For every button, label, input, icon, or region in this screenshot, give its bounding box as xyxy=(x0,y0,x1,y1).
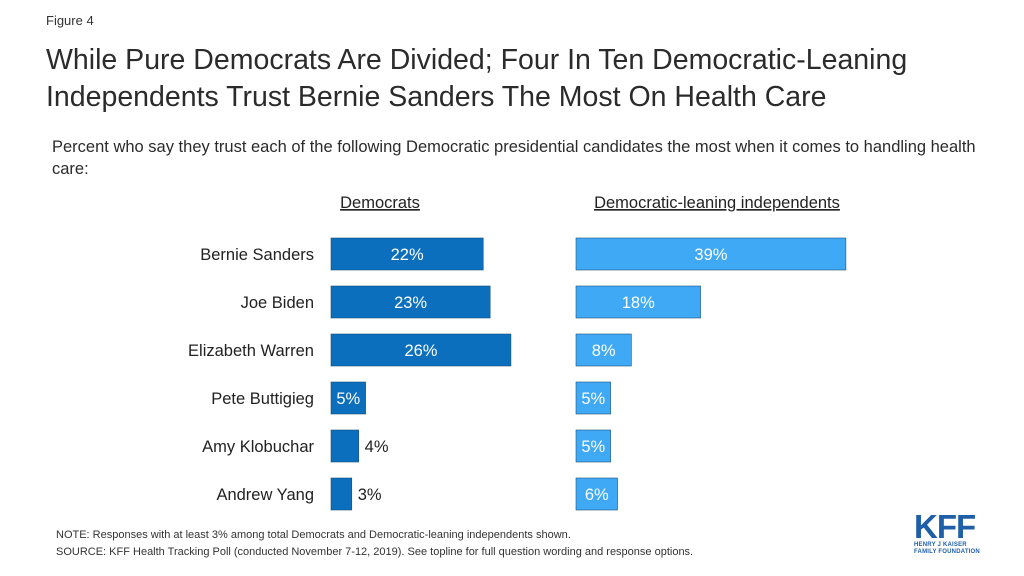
category-label: Joe Biden xyxy=(241,294,314,312)
data-label: 5% xyxy=(336,390,360,408)
category-label: Elizabeth Warren xyxy=(188,342,314,360)
data-label: 39% xyxy=(694,246,727,264)
logo-subtext-1: HENRY J KAISER xyxy=(914,542,967,548)
bar-democrats xyxy=(330,285,491,319)
bar-democrats xyxy=(330,333,512,367)
figure-label: Figure 4 xyxy=(46,13,94,28)
data-label: 18% xyxy=(622,294,655,312)
panel-header-independents: Democratic-leaning independents xyxy=(594,194,840,212)
data-label: 5% xyxy=(581,390,605,408)
bar-independents xyxy=(575,285,701,319)
data-label: 5% xyxy=(581,438,605,456)
category-label: Amy Klobuchar xyxy=(202,438,314,456)
logo-subtext-2: FAMILY FOUNDATION xyxy=(914,549,980,555)
bar-democrats xyxy=(330,429,359,463)
data-label: 6% xyxy=(585,486,609,504)
chart-area: Democrats Democratic-leaning independents… xyxy=(188,194,847,511)
category-label: Bernie Sanders xyxy=(200,246,314,264)
chart-title: While Pure Democrats Are Divided; Four I… xyxy=(46,44,908,113)
bar-democrats xyxy=(330,237,484,271)
bar-democrats xyxy=(330,381,366,415)
bar-independents xyxy=(575,429,611,463)
data-label: 26% xyxy=(404,342,437,360)
category-label: Andrew Yang xyxy=(216,486,314,504)
logo-wordmark: KFF xyxy=(914,508,976,545)
note-text: NOTE: Responses with at least 3% among t… xyxy=(56,529,571,541)
kff-logo: KFF HENRY J KAISER FAMILY FOUNDATION xyxy=(914,508,990,556)
data-label: 23% xyxy=(394,294,427,312)
bar-independents xyxy=(575,333,632,367)
bar-democrats xyxy=(330,477,353,511)
bar-independents xyxy=(575,381,611,415)
panel-header-democrats: Democrats xyxy=(340,194,420,212)
data-label: 8% xyxy=(592,342,616,360)
data-label: 3% xyxy=(358,486,382,504)
source-text: SOURCE: KFF Health Tracking Poll (conduc… xyxy=(56,546,694,558)
data-label: 4% xyxy=(365,438,389,456)
bar-independents xyxy=(575,477,618,511)
category-label: Pete Buttigieg xyxy=(211,390,314,408)
notes: NOTE: Responses with at least 3% among t… xyxy=(56,527,693,561)
data-label: 22% xyxy=(391,246,424,264)
chart-subtitle: Percent who say they trust each of the f… xyxy=(52,138,976,178)
bar-independents xyxy=(575,237,847,271)
